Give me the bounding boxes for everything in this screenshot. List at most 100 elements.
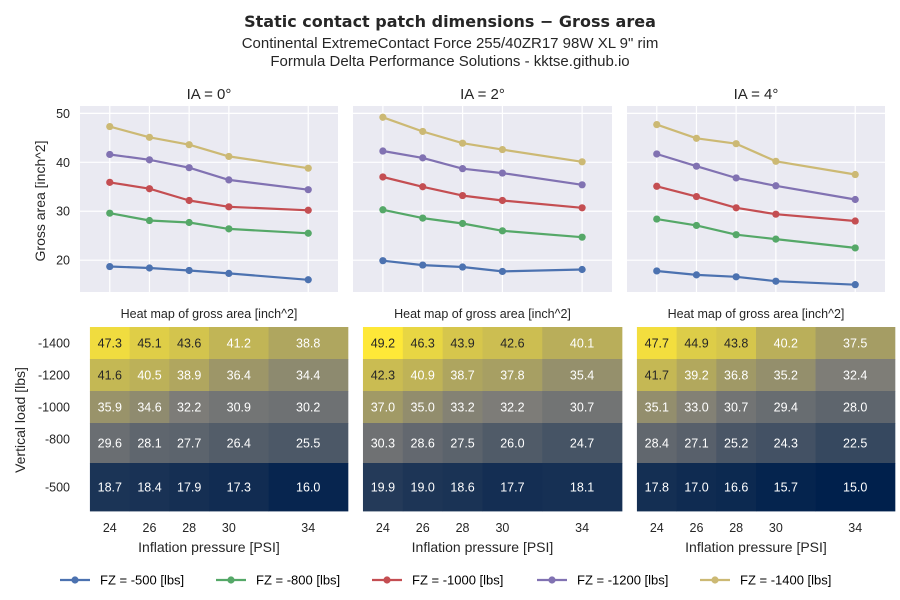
heatmap-cell (169, 327, 210, 360)
heatmap-cell-label: 17.8 (645, 481, 669, 495)
data-point (458, 219, 467, 228)
data-point (185, 196, 193, 205)
heatmap-cell (169, 463, 210, 512)
heatmap-panel-ia-4: Heat map of gross area [inch^2] 47.7 44.9 4… (636, 307, 896, 555)
heatmap-cell-label: 44.9 (684, 337, 708, 351)
heatmap-cell (636, 391, 678, 424)
x-tick-label: 30 (769, 521, 783, 535)
plot-background (627, 106, 885, 292)
heatmap-cell-label: 30.7 (570, 401, 594, 415)
heatmap-cell-label: 35.1 (645, 401, 669, 415)
heatmap-cell-label: 22.5 (843, 437, 867, 451)
heatmap-cell-label: 29.6 (98, 437, 122, 451)
data-point (185, 164, 193, 172)
heatmap-y-axis-label: Vertical load [lbs] (12, 367, 28, 473)
heatmap-cell (482, 463, 543, 512)
data-point (304, 164, 312, 172)
heatmap-cell (402, 359, 444, 392)
heatmap-cell (442, 423, 483, 464)
heatmap-cell (716, 463, 757, 512)
heatmap-cell (542, 391, 623, 424)
x-tick-label: 30 (495, 521, 509, 535)
heatmap-cell-label: 43.9 (450, 337, 474, 351)
heatmap-cell (209, 391, 269, 424)
data-point (379, 113, 387, 121)
data-point (498, 267, 507, 276)
data-point (732, 231, 740, 239)
heatmap-cell-label: 27.5 (450, 437, 474, 451)
heatmap-cell (756, 423, 816, 464)
data-point (772, 182, 780, 190)
data-point (653, 182, 661, 190)
heatmap-cell (209, 463, 269, 512)
heatmap-cell (89, 359, 131, 392)
data-point (732, 273, 740, 281)
heatmap-cell-label: 30.2 (296, 401, 320, 415)
heatmap-cell-label: 28.0 (843, 401, 867, 415)
heatmap-cell (129, 359, 170, 392)
heatmap-cell (542, 359, 623, 392)
heatmap-cell (636, 359, 678, 392)
heatmap-cell-label: 42.6 (500, 337, 524, 351)
heatmap-cell-label: 33.2 (450, 401, 474, 415)
y-tick-label: 20 (56, 254, 70, 268)
heatmap-title: Heat map of gross area [inch^2] (121, 307, 298, 321)
line-y-axis-label: Gross area [inch^2] (32, 141, 48, 262)
heatmap-cell (129, 391, 170, 424)
heatmap-cell (89, 391, 131, 424)
heatmap-cell-label: 16.6 (724, 481, 748, 495)
data-point (145, 185, 154, 193)
heatmap-cell-label: 41.7 (645, 369, 669, 383)
heatmap-cell-label: 36.8 (724, 369, 748, 383)
heatmap-cell (636, 423, 678, 464)
heatmap-cell (89, 423, 131, 464)
data-point (578, 265, 586, 274)
heatmap-cell-label: 24.7 (570, 437, 594, 451)
heatmap-cell-label: 27.7 (177, 437, 201, 451)
heatmap-title: Heat map of gross area [inch^2] (668, 307, 845, 321)
heatmap-cell-label: 25.2 (724, 437, 748, 451)
heatmap-cell-label: 30.7 (724, 401, 748, 415)
data-point (379, 257, 387, 265)
data-point (498, 145, 507, 154)
heatmap-cell (442, 391, 483, 424)
data-point (692, 221, 701, 230)
data-point (145, 133, 154, 141)
heatmap-cell-label: 34.6 (137, 401, 161, 415)
heatmap-cell (676, 391, 717, 424)
heatmap-cell (209, 423, 269, 464)
legend-marker-0 (71, 576, 79, 584)
heatmap-cell (268, 327, 349, 360)
data-point (498, 196, 507, 205)
data-point (732, 204, 740, 212)
heatmap-cell (442, 359, 483, 392)
data-point (145, 264, 154, 272)
x-axis-label: Inflation pressure [PSI] (685, 539, 827, 555)
heatmap-cell (676, 359, 717, 392)
y-tick-label: -500 (45, 481, 70, 495)
data-point (145, 216, 154, 225)
panel-title: IA = 2° (460, 86, 505, 103)
heatmap-cell-label: 35.0 (411, 401, 435, 415)
heatmap-cell (169, 423, 210, 464)
y-tick-label: 30 (56, 205, 70, 219)
heatmap-cell (268, 391, 349, 424)
data-point (851, 217, 859, 225)
x-tick-label: 24 (103, 521, 117, 535)
heatmap-cell-label: 25.5 (296, 437, 320, 451)
heatmap-cell-label: 18.6 (450, 481, 474, 495)
heatmap-cell-label: 18.1 (570, 481, 594, 495)
heatmap-cell (482, 423, 543, 464)
heatmap-cell-label: 37.5 (843, 337, 867, 351)
heatmap-cell-label: 17.3 (227, 481, 251, 495)
data-point (106, 122, 114, 131)
heatmap-cell (362, 423, 404, 464)
heatmap-cell (636, 327, 678, 360)
data-point (653, 215, 661, 223)
heatmap-cell-label: 43.6 (177, 337, 201, 351)
heatmap-cell (268, 463, 349, 512)
data-point (772, 235, 780, 243)
x-tick-label: 26 (143, 521, 157, 535)
line-panel-ia-0: IA = 0° 20 30 40 50 (56, 86, 338, 292)
data-point (692, 192, 701, 201)
